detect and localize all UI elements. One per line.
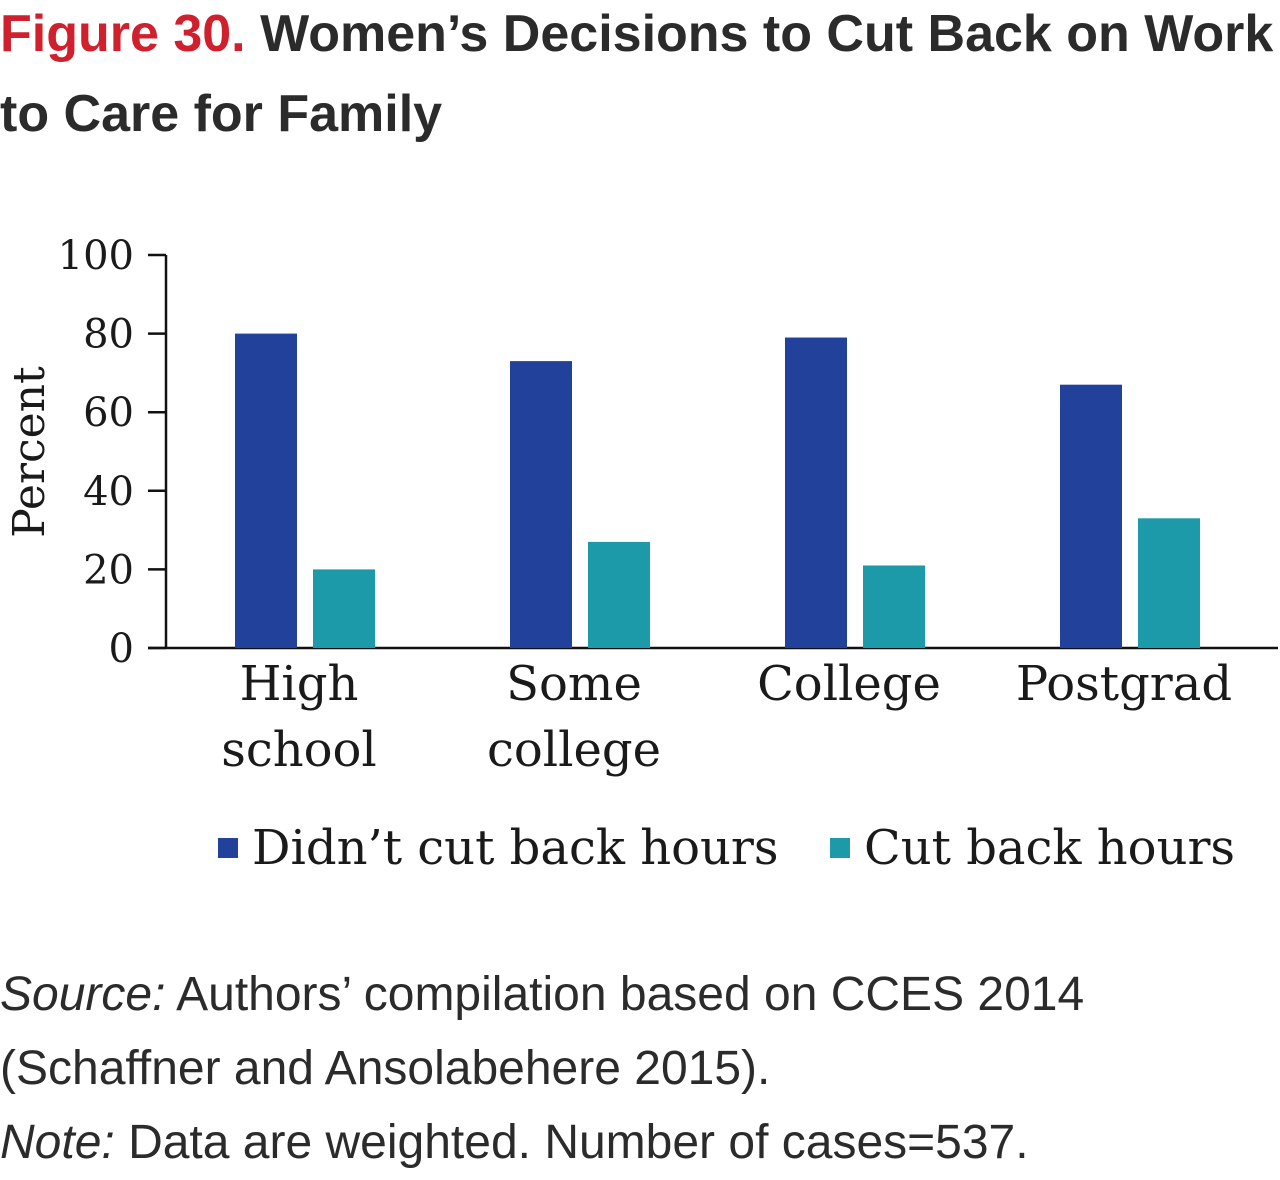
legend-swatch bbox=[218, 838, 238, 858]
x-tick-label: College bbox=[757, 656, 941, 712]
x-tick-label: Some bbox=[506, 656, 642, 712]
x-tick-label: Postgrad bbox=[1016, 656, 1232, 712]
bar-chart: 0 20 40 60 80 100 Percent High school Some college… bbox=[4, 233, 1278, 876]
y-tick-label: 40 bbox=[83, 469, 134, 515]
bar-didnt-cut-back bbox=[785, 337, 847, 648]
x-tick-label: school bbox=[221, 722, 377, 778]
legend-swatch bbox=[830, 838, 850, 858]
legend-label: Didn’t cut back hours bbox=[252, 820, 779, 876]
bar-didnt-cut-back bbox=[1060, 384, 1122, 648]
y-tick-label: 100 bbox=[58, 233, 134, 279]
y-tick-label: 60 bbox=[83, 390, 134, 436]
figure-title: Figure 30. Women’s Decisions to Cut Back… bbox=[0, 0, 1280, 154]
figure-label: Figure 30. bbox=[0, 5, 246, 63]
bar-didnt-cut-back bbox=[235, 333, 297, 648]
source-label: Source: bbox=[0, 968, 166, 1021]
bar-cut-back bbox=[313, 569, 375, 648]
figure-title-text: Women’s Decisions to Cut Back on Work to… bbox=[0, 5, 1274, 143]
figure-notes: Source: Authors’ compilation based on CC… bbox=[0, 958, 1280, 1180]
bar-cut-back bbox=[588, 541, 650, 648]
y-tick-label: 20 bbox=[83, 547, 134, 593]
data-note: Note: Data are weighted. Number of cases… bbox=[0, 1106, 1280, 1180]
x-tick-label: college bbox=[487, 722, 661, 778]
bar-didnt-cut-back bbox=[510, 361, 572, 648]
note-text: Data are weighted. Number of cases=537. bbox=[114, 1116, 1029, 1169]
note-label: Note: bbox=[0, 1116, 115, 1169]
y-axis-title: Percent bbox=[4, 366, 55, 538]
bar-cut-back bbox=[863, 565, 925, 648]
x-tick-label: High bbox=[240, 656, 359, 712]
legend-label: Cut back hours bbox=[864, 820, 1235, 876]
y-tick-label: 80 bbox=[83, 312, 134, 358]
source-note: Source: Authors’ compilation based on CC… bbox=[0, 958, 1280, 1106]
y-tick-label: 0 bbox=[109, 626, 134, 672]
bar-cut-back bbox=[1138, 518, 1200, 648]
source-text: Authors’ compilation based on CCES 2014 … bbox=[0, 968, 1085, 1095]
